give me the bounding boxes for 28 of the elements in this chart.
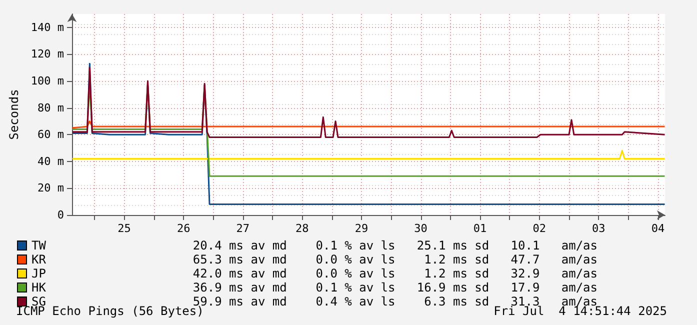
text: 65.3 ms av md 0.0 % av ls 1.2 ms sd 47.7 am/as [192,252,598,266]
legend-label: TW [32,238,47,252]
y-tick-label: 60 m [38,128,64,142]
x-tick-label: 29 [354,222,368,235]
y-axis-title: Seconds [7,89,21,140]
text: 42.0 ms av md 0.0 % av ls 1.2 ms sd 32.9 am/as [192,266,598,280]
x-tick-label: 30 [414,222,428,235]
x-tick-label: 02 [532,222,546,235]
legend-label: HK [32,280,47,294]
y-tick-label: 140 m [30,20,64,34]
legend-label: JP [32,266,46,280]
x-tick-label: 28 [296,222,309,235]
line-series [72,66,666,138]
y-tick-label: 80 m [38,101,64,114]
y-tick-label: 100 m [30,74,64,88]
y-tick-label: 0 [57,208,64,222]
x-tick-label: 25 [118,222,131,235]
legend-label: KR [32,252,47,266]
y-tick-label: 120 m [30,48,64,61]
y-tick-label: 40 m [38,154,64,168]
x-tick-label: 03 [592,222,606,235]
x-tick-label: 27 [236,222,250,235]
y-tick-label: 20 m [38,182,64,195]
x-tick-label: 01 [473,222,487,235]
text: 36.9 ms av md 0.1 % av ls 16.9 ms sd 17.9 am/as [192,280,598,294]
x-tick-label: 26 [176,222,190,235]
text: 20.4 ms av md 0.1 % av ls 25.1 ms sd 10.1 am/as [192,238,598,252]
x-tick-label: 04 [651,222,665,235]
